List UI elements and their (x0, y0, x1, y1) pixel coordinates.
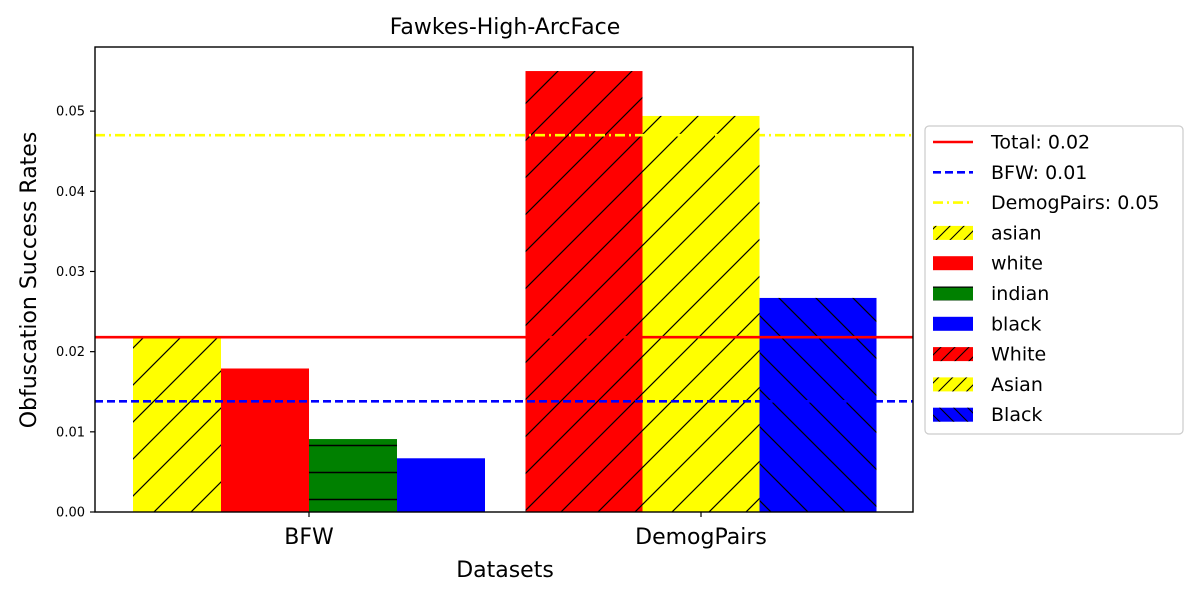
legend: Total: 0.02 BFW: 0.01 DemogPairs: 0.05 asia… (924, 125, 1184, 435)
chart-title: Fawkes-High-ArcFace (390, 15, 620, 40)
legend-swatch-hatch-white (933, 347, 973, 362)
legend-label-white: White (991, 344, 1046, 366)
legend-label-demogpairs-0-05: DemogPairs: 0.05 (991, 192, 1160, 214)
y-tick-label: 0.04 (56, 185, 85, 200)
legend-label-white: white (991, 253, 1043, 275)
bar-hatch-bfw-indian (309, 439, 397, 512)
legend-label-black: black (991, 313, 1041, 335)
bar-hatch-demogpairs-white (525, 71, 643, 512)
y-tick-label: 0.03 (56, 265, 85, 280)
legend-label-asian: asian (991, 222, 1042, 244)
y-axis-label: Obfuscation Success Rates (17, 132, 42, 429)
bar-hatch-bfw-asian (133, 338, 221, 512)
legend-swatch-hatch-black (933, 407, 973, 422)
y-axis: 0.00 0.01 0.02 0.03 0.04 0.05 (56, 105, 95, 521)
y-tick-label: 0.01 (56, 425, 85, 440)
legend-label-total-0-02: Total: 0.02 (990, 132, 1090, 154)
x-tick-label: DemogPairs (635, 525, 767, 550)
plot-area: 0.00 0.01 0.02 0.03 0.04 0.05 BFW DemogPairs (56, 46, 914, 550)
legend-label-indian: indian (991, 283, 1049, 305)
plot-frame (94, 46, 914, 513)
x-tick-label: BFW (284, 525, 334, 550)
bar-hatch-demogpairs-asian (642, 115, 760, 512)
legend-label-asian: Asian (991, 374, 1043, 396)
legend-swatch-hatch-indian (933, 286, 973, 301)
bar-bfw-black (397, 458, 485, 512)
x-axis-label: Datasets (456, 558, 554, 583)
legend-frame (924, 125, 1184, 435)
legend-label-black: Black (991, 404, 1042, 426)
bar-hatch-demogpairs-black (759, 297, 877, 512)
legend-swatch-hatch-asian (933, 377, 973, 392)
legend-label-bfw-0-01: BFW: 0.01 (991, 162, 1087, 184)
x-axis: BFW DemogPairs (284, 512, 767, 550)
y-tick-label: 0.05 (56, 105, 85, 120)
y-tick-label: 0.02 (56, 345, 85, 360)
legend-swatch-white (933, 256, 973, 271)
reference-lines-layer (95, 133, 913, 403)
legend-swatch-black (933, 316, 973, 331)
legend-entries: Total: 0.02 BFW: 0.01 DemogPairs: 0.05 asia… (933, 132, 1160, 426)
legend-swatch-hatch-asian (933, 225, 973, 240)
y-tick-label: 0.00 (56, 506, 85, 521)
bars-layer (133, 71, 877, 512)
bar-bfw-white (221, 368, 309, 512)
